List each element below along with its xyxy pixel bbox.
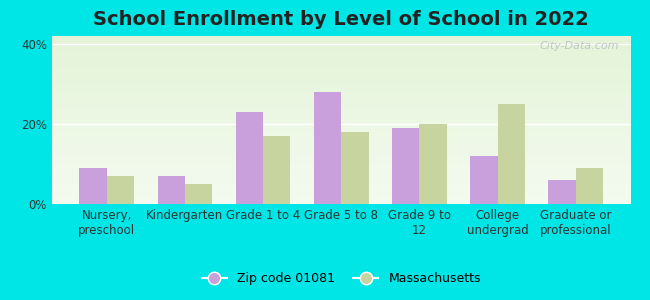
Bar <box>236 112 263 204</box>
Bar <box>498 104 525 204</box>
Bar <box>549 180 576 204</box>
Bar <box>419 124 447 204</box>
Title: School Enrollment by Level of School in 2022: School Enrollment by Level of School in … <box>94 10 589 29</box>
Bar <box>185 184 213 204</box>
Legend: Zip code 01081, Massachusetts: Zip code 01081, Massachusetts <box>196 267 486 290</box>
Bar <box>576 168 603 204</box>
Bar <box>470 156 498 204</box>
Bar <box>314 92 341 204</box>
Text: City-Data.com: City-Data.com <box>540 41 619 51</box>
Bar <box>263 136 291 204</box>
Bar <box>341 132 369 204</box>
Bar <box>79 168 107 204</box>
Bar <box>157 176 185 204</box>
Bar <box>392 128 419 204</box>
Bar <box>107 176 134 204</box>
